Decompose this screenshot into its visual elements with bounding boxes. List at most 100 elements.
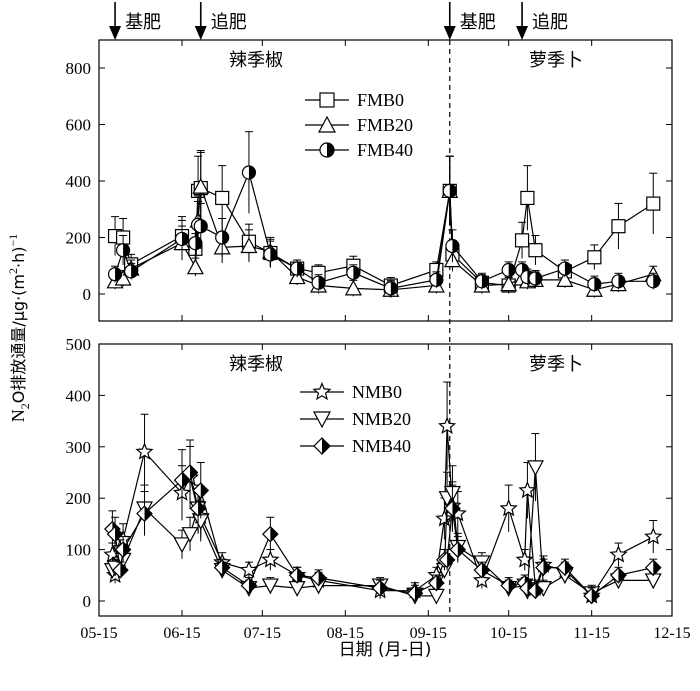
- circle-half-fill: [318, 276, 326, 290]
- legend-item-fmb20: FMB20: [305, 115, 413, 135]
- triangle-up-marker: [556, 271, 574, 287]
- diamond-half-fill: [144, 506, 153, 522]
- data-point-marker: [186, 258, 204, 275]
- data-point-marker: [557, 261, 572, 276]
- x-tick-label: 09-15: [410, 625, 447, 642]
- data-point-marker: [240, 237, 258, 254]
- legend-item-fmb40: FMB40: [305, 140, 413, 160]
- x-tick-label: 06-15: [163, 625, 200, 642]
- circle-half-fill: [353, 266, 360, 280]
- y-tick-label: 400: [66, 172, 92, 191]
- data-point-marker: [192, 482, 210, 499]
- diamond-half-fill: [190, 465, 198, 480]
- data-point-marker: [241, 165, 257, 180]
- y-tick-label: 0: [83, 592, 92, 611]
- y-tick-label: 100: [66, 541, 92, 560]
- region-label-radish: 萝季卜: [529, 50, 583, 71]
- y-tick-label: 800: [66, 59, 92, 78]
- star-marker: [239, 560, 259, 578]
- star-marker: [312, 381, 332, 401]
- diamond-half-fill: [123, 542, 131, 558]
- circle-half-fill: [248, 166, 256, 180]
- circle-half-fill: [195, 236, 202, 250]
- data-point-marker: [583, 587, 601, 605]
- data-point-marker: [444, 500, 461, 517]
- legend-item-fmb0: FMB0: [305, 90, 404, 110]
- diamond-half-fill: [182, 472, 190, 488]
- fertilization-arrow-head: [443, 26, 456, 40]
- legend-label: FMB0: [357, 90, 404, 110]
- data-point-marker: [528, 271, 543, 286]
- triangle-up-marker: [240, 237, 258, 254]
- legend-label: NMB0: [352, 382, 402, 402]
- y-tick-label: 0: [83, 285, 92, 304]
- star-marker: [518, 480, 537, 499]
- data-point-marker: [114, 541, 132, 558]
- triangle-up-marker: [186, 258, 204, 275]
- x-axis-label: 日期 (月-日): [339, 640, 432, 660]
- data-point-marker: [610, 566, 627, 584]
- data-point-marker: [644, 559, 662, 576]
- triangle-up-marker: [344, 279, 362, 296]
- data-point-marker: [383, 281, 398, 296]
- data-point-marker: [556, 271, 574, 287]
- triangle-up-marker: [192, 177, 210, 194]
- data-point-marker: [107, 267, 123, 282]
- triangle-down-marker: [288, 581, 306, 597]
- diamond-half-fill: [200, 482, 209, 498]
- data-point-marker: [438, 551, 456, 569]
- data-point-marker: [174, 231, 190, 247]
- data-point-marker: [239, 560, 259, 578]
- x-tick-label: 05-15: [80, 625, 117, 642]
- diamond-half-fill: [457, 542, 466, 558]
- diamond-half-fill: [543, 560, 551, 576]
- data-point-marker: [527, 582, 544, 600]
- square-marker: [514, 233, 530, 248]
- data-point-marker: [528, 243, 543, 258]
- triangle-down-marker: [173, 537, 191, 554]
- star-marker: [609, 545, 628, 563]
- diamond-half-fill: [447, 552, 455, 568]
- triangle-down-marker: [313, 411, 331, 429]
- circle-half-fill: [452, 239, 459, 253]
- y-tick-label: 300: [66, 438, 92, 457]
- legend-label: NMB20: [352, 409, 411, 429]
- data-point-marker: [261, 550, 280, 568]
- data-point-marker: [609, 545, 628, 563]
- diamond-half-fill: [380, 580, 388, 596]
- diamond-half-fill: [322, 438, 330, 454]
- bottom-panel-frame: [98, 343, 673, 617]
- data-point-marker: [501, 262, 516, 278]
- axis-ticks-layer: 0 200 400 600 800 0 100 200 300 400 500 05-15 06-15 0…: [66, 40, 691, 642]
- data-point-marker: [181, 464, 199, 481]
- triangle-down-marker: [181, 527, 199, 543]
- data-point-marker: [173, 537, 191, 554]
- diamond-half-fill: [248, 578, 257, 594]
- circle-half-fill: [618, 274, 625, 288]
- circle-half-fill: [653, 274, 660, 288]
- square-marker: [528, 243, 543, 258]
- data-point-marker: [290, 261, 305, 276]
- square-marker: [319, 92, 335, 108]
- circle-half-fill: [327, 143, 334, 157]
- fertilization-arrow-head: [194, 26, 207, 40]
- triangle-down-marker: [526, 460, 544, 477]
- series-layer: [103, 131, 663, 605]
- triangle-down-marker: [261, 578, 279, 595]
- legend-label: NMB40: [352, 436, 411, 456]
- data-point-marker: [288, 566, 306, 584]
- circle-half-fill: [123, 243, 130, 257]
- data-point-marker: [429, 272, 444, 287]
- data-point-marker: [318, 115, 336, 133]
- fertilization-arrow-head: [109, 26, 122, 40]
- data-point-marker: [611, 274, 626, 289]
- x-tick-label: 11-15: [573, 625, 610, 642]
- data-point-marker: [587, 250, 602, 265]
- square-marker: [611, 219, 626, 234]
- data-point-marker: [136, 505, 153, 522]
- data-point-marker: [556, 559, 574, 576]
- circle-half-fill: [115, 267, 122, 281]
- data-point-marker: [112, 561, 129, 579]
- circle-half-fill: [297, 262, 304, 276]
